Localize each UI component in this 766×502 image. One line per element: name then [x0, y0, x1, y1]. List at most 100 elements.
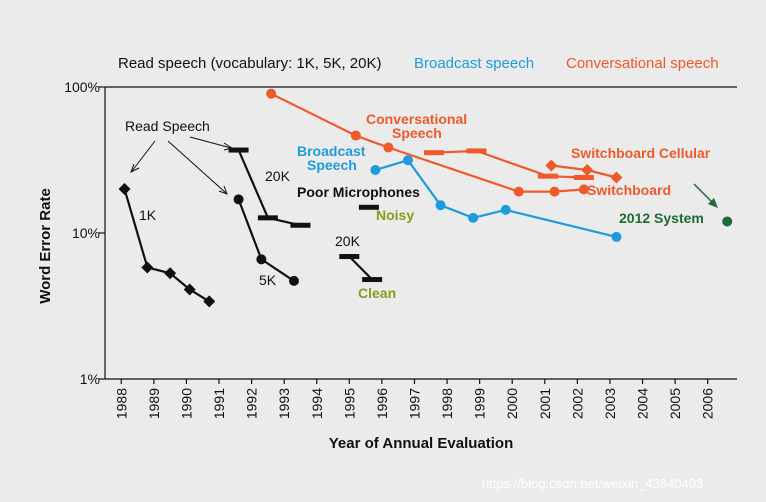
data-point — [545, 159, 558, 172]
data-point — [383, 142, 394, 153]
x-axis-title: Year of Annual Evaluation — [329, 435, 513, 452]
series-2012-system — [722, 216, 733, 227]
x-tick-label: 1991 — [211, 388, 227, 419]
watermark: https://blog.csdn.net/weixin_43840403 — [482, 476, 703, 491]
series-read-5k — [233, 194, 299, 286]
data-point — [290, 222, 311, 228]
label-broadcast-speech: Speech — [307, 157, 357, 173]
y-tick-label: 1% — [80, 371, 100, 387]
data-point — [578, 184, 589, 195]
arrow-head-2012 — [708, 198, 718, 208]
x-tick-label: 1990 — [178, 388, 194, 419]
series-conversational — [266, 88, 589, 197]
data-point — [257, 215, 278, 221]
series-line-20k-clean — [348, 255, 373, 281]
label-1k: 1K — [139, 207, 157, 223]
data-point — [256, 254, 267, 265]
data-point — [581, 164, 594, 177]
label-20k-clean: 20K — [335, 233, 361, 249]
x-tick-label: 2005 — [667, 388, 683, 419]
data-point — [610, 171, 623, 184]
series-switchboard-cellular — [545, 159, 623, 184]
label-switchboard: Switchboard — [587, 182, 671, 198]
annotations: Read Speech 1K 5K 20K 20K Poor Microphon… — [125, 111, 711, 301]
x-axis-ticks: 1988 1989 1990 1991 1992 1993 1994 1995 1996 1997… — [113, 379, 716, 419]
legend-broadcast-speech: Broadcast speech — [414, 55, 534, 72]
data-point — [164, 267, 177, 280]
label-conversational-speech: Speech — [392, 125, 442, 141]
data-point — [402, 155, 413, 166]
label-broadcast: Broadcast — [297, 143, 366, 159]
data-point — [228, 147, 249, 153]
label-conversational: Conversational — [366, 111, 467, 127]
x-tick-label: 1998 — [439, 388, 455, 419]
series-layer — [118, 88, 733, 308]
arrow-head-20k — [223, 142, 234, 151]
series-line-switchboard-bars — [433, 149, 584, 179]
data-point — [549, 186, 560, 197]
data-point — [233, 194, 244, 205]
data-point — [513, 186, 524, 197]
x-tick-label: 2006 — [700, 388, 716, 419]
series-line-broadcast — [375, 158, 617, 238]
data-point — [370, 165, 381, 176]
data-point — [538, 173, 559, 179]
x-tick-label: 1999 — [472, 388, 488, 419]
data-point — [435, 200, 446, 211]
series-read-20k — [228, 147, 311, 228]
x-tick-label: 2001 — [537, 388, 553, 419]
label-20k-read: 20K — [265, 168, 291, 184]
series-poor-microphones-noisy — [358, 204, 379, 210]
x-tick-label: 1995 — [341, 388, 357, 419]
data-point — [203, 295, 216, 308]
annotation-arrows — [130, 136, 234, 195]
arrow-read-speech-5k — [167, 140, 227, 194]
label-noisy: Noisy — [376, 207, 414, 223]
series-20k-clean — [339, 254, 383, 283]
data-point — [266, 88, 277, 99]
legend-conversational-speech: Conversational speech — [566, 55, 719, 72]
x-tick-label: 1989 — [146, 388, 162, 419]
y-tick-label: 10% — [72, 225, 100, 241]
data-point — [722, 216, 733, 227]
data-point — [118, 183, 131, 196]
x-tick-label: 2002 — [569, 388, 585, 419]
label-2012-system: 2012 System — [619, 210, 704, 226]
label-clean: Clean — [358, 285, 396, 301]
x-tick-label: 2004 — [635, 388, 651, 419]
x-tick-label: 1988 — [113, 388, 129, 419]
arrow-head-1k — [130, 163, 140, 174]
arrow-head-5k — [218, 185, 228, 195]
x-tick-label: 2003 — [602, 388, 618, 419]
legend: Read speech (vocabulary: 1K, 5K, 20K) Br… — [118, 55, 719, 72]
label-switchboard-cellular: Switchboard Cellular — [571, 145, 711, 161]
series-read-1k — [118, 183, 216, 308]
label-read-speech: Read Speech — [125, 118, 210, 134]
data-point — [468, 212, 479, 223]
data-point — [362, 277, 383, 283]
x-tick-label: 1992 — [244, 388, 260, 419]
data-point — [339, 254, 360, 260]
series-switchboard-bars — [424, 148, 594, 180]
x-tick-label: 1996 — [374, 388, 390, 419]
label-5k: 5K — [259, 272, 277, 288]
x-tick-label: 1997 — [406, 388, 422, 419]
arrow-2012 — [693, 183, 718, 208]
arrow-read-speech-1k — [131, 140, 156, 172]
legend-read-speech: Read speech (vocabulary: 1K, 5K, 20K) — [118, 55, 381, 72]
data-point — [358, 204, 379, 210]
y-axis-ticks: 100% 10% 1% — [64, 79, 105, 387]
series-broadcast — [370, 155, 622, 242]
data-point — [466, 148, 487, 154]
data-point — [141, 261, 154, 274]
data-point — [350, 130, 361, 141]
y-tick-label: 100% — [64, 79, 100, 95]
data-point — [424, 150, 445, 156]
label-poor-microphones: Poor Microphones — [297, 184, 420, 200]
x-tick-label: 1994 — [309, 388, 325, 419]
arrow-read-speech-20k — [189, 136, 232, 149]
x-tick-label: 1993 — [276, 388, 292, 419]
